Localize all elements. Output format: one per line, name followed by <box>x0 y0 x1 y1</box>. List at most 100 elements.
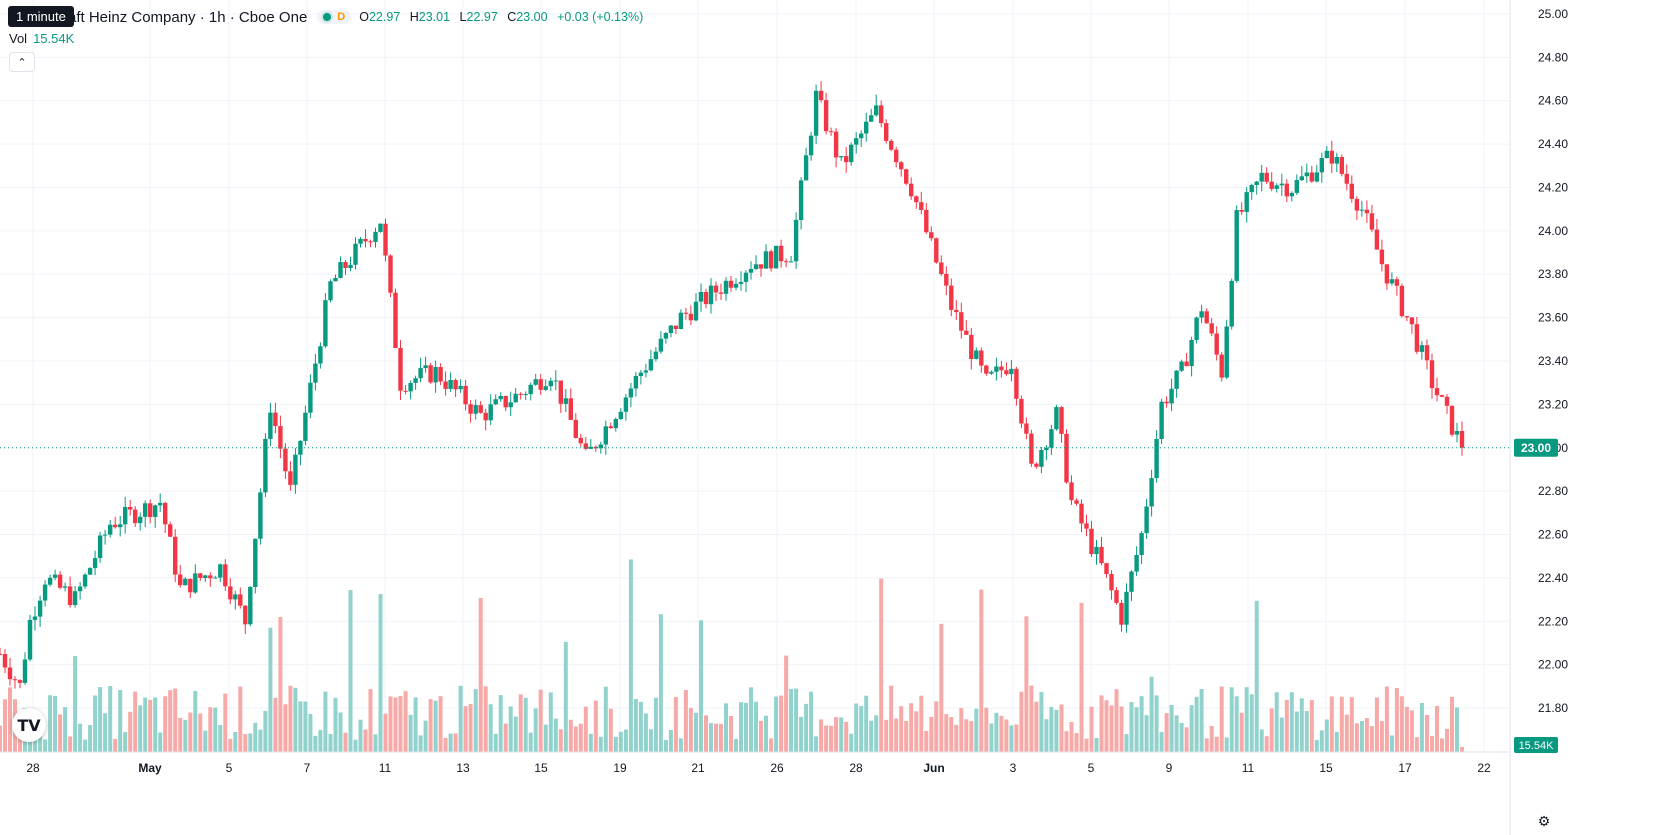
candle-body <box>1099 546 1104 564</box>
volume-bar <box>568 719 573 752</box>
candle-body <box>503 396 508 408</box>
candle-body <box>97 535 103 559</box>
candle-body <box>518 393 523 395</box>
candle-body <box>82 574 88 587</box>
candle-body <box>468 404 473 414</box>
candle-body <box>1174 370 1179 389</box>
timeframe-tooltip: 1 minute <box>8 6 74 27</box>
gear-icon[interactable]: ⚙ <box>1537 812 1551 829</box>
volume-bar <box>408 714 413 752</box>
time-tick-label: 3 <box>1010 761 1017 775</box>
volume-bar <box>463 706 468 752</box>
volume-bar <box>714 723 718 752</box>
volume-bar <box>1104 700 1109 752</box>
candle-body <box>974 350 979 359</box>
candle-body <box>568 398 573 420</box>
volume-bar <box>558 729 563 752</box>
candle-body <box>1004 370 1009 375</box>
volume-bar <box>694 712 698 752</box>
volume-bar <box>1159 732 1164 752</box>
candle-body <box>1434 388 1440 396</box>
candle-body <box>818 90 824 101</box>
candle-body <box>1024 423 1029 434</box>
volume-bar <box>1089 706 1094 752</box>
volume-bar <box>1109 705 1114 752</box>
volume-bar <box>974 708 979 752</box>
volume-bar <box>373 734 378 752</box>
candle-body <box>268 412 273 439</box>
price-tick-label: 21.80 <box>1538 701 1568 715</box>
candle-body <box>123 507 128 525</box>
candle-body <box>378 223 383 232</box>
volume-bar <box>428 699 433 752</box>
symbol-title[interactable]: aft Heinz Company · 1h · Cboe One <box>68 8 308 26</box>
volume-bar <box>764 715 768 752</box>
volume-bar <box>1294 711 1299 752</box>
candle-body <box>1084 523 1089 529</box>
candle-body <box>1059 407 1064 434</box>
time-tick-label: May <box>138 761 162 775</box>
volume-bar <box>1349 697 1354 752</box>
tradingview-logo-icon[interactable]: TV <box>12 708 46 742</box>
volume-bar <box>1209 726 1214 752</box>
change-value: +0.03 (+0.13%) <box>557 10 644 24</box>
candle-body <box>588 446 593 449</box>
volume-bar <box>123 732 128 752</box>
volume-bar <box>1069 722 1074 752</box>
time-tick-label: 15 <box>534 761 548 775</box>
candle-body <box>698 292 704 302</box>
market-status[interactable]: D <box>317 10 352 24</box>
candle-body <box>228 586 233 600</box>
price-tick-label: 24.20 <box>1538 181 1568 195</box>
collapse-legend-button[interactable]: ⌃ <box>9 52 35 72</box>
volume-bar <box>1455 707 1459 752</box>
volume-bar <box>418 735 423 752</box>
volume-bar <box>158 732 163 752</box>
price-tick-label: 24.00 <box>1538 224 1568 238</box>
candle-body <box>2 654 8 668</box>
candle-body <box>1459 431 1465 448</box>
volume-bar <box>1425 715 1429 752</box>
volume-bar <box>1314 739 1319 752</box>
volume-bar <box>859 706 864 752</box>
volume-bar <box>1049 707 1054 752</box>
volume-bar <box>1279 717 1284 752</box>
candle-body <box>188 578 193 593</box>
volume-bar <box>643 713 648 752</box>
volume-bar <box>1309 700 1314 752</box>
volume-bar <box>603 686 608 752</box>
candle-body <box>288 471 293 485</box>
volume-bar <box>433 700 438 752</box>
volume-bar <box>318 729 323 752</box>
volume-bar <box>1134 707 1139 752</box>
volume-bar <box>118 690 123 752</box>
candle-body <box>158 502 163 506</box>
candle-body <box>1369 213 1375 230</box>
candle-body <box>1339 157 1344 174</box>
volume-bar <box>919 695 924 752</box>
candle-body <box>558 380 563 404</box>
volume-bar <box>283 704 288 752</box>
volume-bar <box>1254 600 1259 752</box>
volume-bar <box>128 711 133 752</box>
candle-body <box>1429 360 1435 389</box>
candle-body <box>1349 183 1354 199</box>
volume-bar <box>178 717 183 752</box>
candle-body <box>663 333 669 339</box>
volume-bar <box>1019 691 1024 752</box>
candle-body <box>1264 172 1269 182</box>
candle-body <box>889 140 894 150</box>
time-tick-label: 21 <box>691 761 705 775</box>
volume-bar <box>533 708 538 752</box>
volume-bar <box>613 736 618 752</box>
volume-bar <box>1204 738 1209 752</box>
candle-body <box>728 280 734 288</box>
volume-bar <box>924 731 929 752</box>
candle-body <box>408 383 413 392</box>
candle-body <box>523 394 528 396</box>
volume-bar <box>328 734 333 752</box>
candle-body <box>308 382 313 413</box>
volume-bar <box>829 725 834 752</box>
candle-body <box>1394 279 1400 286</box>
